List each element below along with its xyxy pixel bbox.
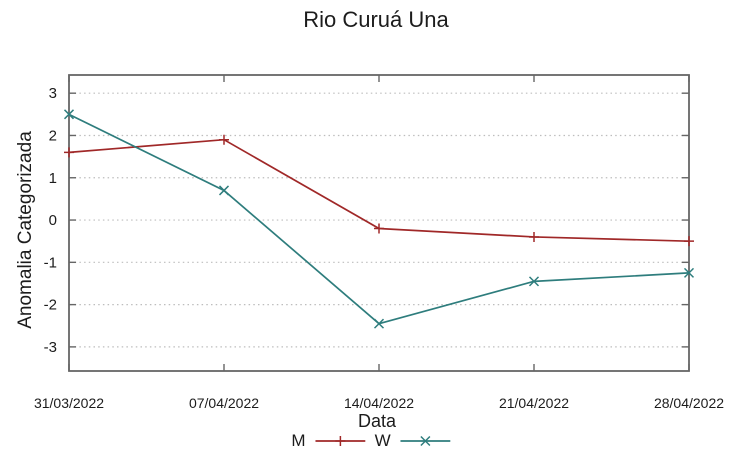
legend-sample-W [400,435,451,447]
series-line-W [68,113,690,325]
marker-W-0 [63,109,75,120]
marker-W-3 [528,276,540,287]
y-tick-label--2: -2 [44,297,57,314]
series-layer [63,109,695,329]
legend-item-W: W [375,431,451,451]
marker-M-3 [529,231,539,242]
grid-layer [70,92,688,348]
y-tick-labels: -3 -2 -1 0 1 2 3 [44,85,57,356]
y-axis-label: Anomalia Categorizada [15,131,36,329]
chart-title: Rio Curuá Una [303,7,449,32]
y-tick-label--1: -1 [44,254,57,271]
legend-label-M: M [291,431,306,450]
marker-W-1 [218,185,230,196]
legend-marker-M [335,436,346,446]
x-tick-labels: 31/03/2022 07/04/2022 14/04/2022 21/04/2022… [34,395,724,411]
marker-M-1 [219,134,229,145]
marker-W-4 [683,267,695,278]
x-tick-label-4: 28/04/2022 [654,395,724,411]
y-tick-label-2: 2 [49,127,57,144]
marker-W-2 [373,318,385,329]
series-M [64,134,694,247]
marker-M-0 [64,147,74,158]
legend-label-W: W [374,431,391,450]
y-tick-label-3: 3 [49,85,57,102]
legend-sample-M [315,436,366,446]
marker-M-4 [684,236,694,247]
legend-item-M: M [291,431,366,451]
plot-border [68,74,690,372]
x-tick-label-2: 14/04/2022 [344,395,414,411]
tick-marks [68,75,690,371]
series-W [63,109,695,329]
x-axis-label: Data [358,411,397,431]
y-tick-label--3: -3 [44,339,57,356]
legend-marker-W [420,435,431,447]
y-tick-label-0: 0 [49,212,57,229]
x-tick-label-3: 21/04/2022 [499,395,569,411]
x-tick-label-0: 31/03/2022 [34,395,104,411]
y-tick-label-1: 1 [49,170,57,187]
marker-M-2 [374,223,384,234]
x-tick-label-1: 07/04/2022 [189,395,259,411]
